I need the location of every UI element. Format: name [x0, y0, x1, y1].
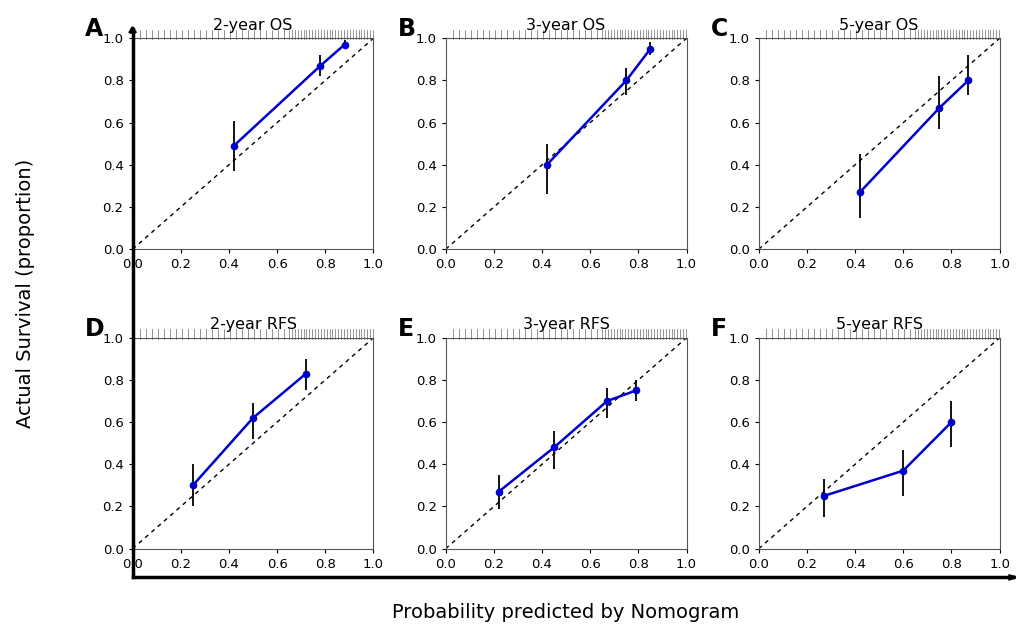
Text: B: B [397, 17, 415, 41]
Text: D: D [85, 316, 104, 341]
Title: 2-year OS: 2-year OS [213, 18, 292, 33]
Title: 2-year RFS: 2-year RFS [209, 318, 297, 332]
Title: 5-year RFS: 5-year RFS [835, 318, 922, 332]
Text: C: C [710, 17, 728, 41]
Text: F: F [710, 316, 726, 341]
Text: Probability predicted by Nomogram: Probability predicted by Nomogram [392, 603, 739, 622]
Text: A: A [85, 17, 103, 41]
Title: 5-year OS: 5-year OS [839, 18, 918, 33]
Title: 3-year RFS: 3-year RFS [522, 318, 609, 332]
Text: Actual Survival (proportion): Actual Survival (proportion) [16, 159, 35, 428]
Text: E: E [397, 316, 414, 341]
Title: 3-year OS: 3-year OS [526, 18, 605, 33]
